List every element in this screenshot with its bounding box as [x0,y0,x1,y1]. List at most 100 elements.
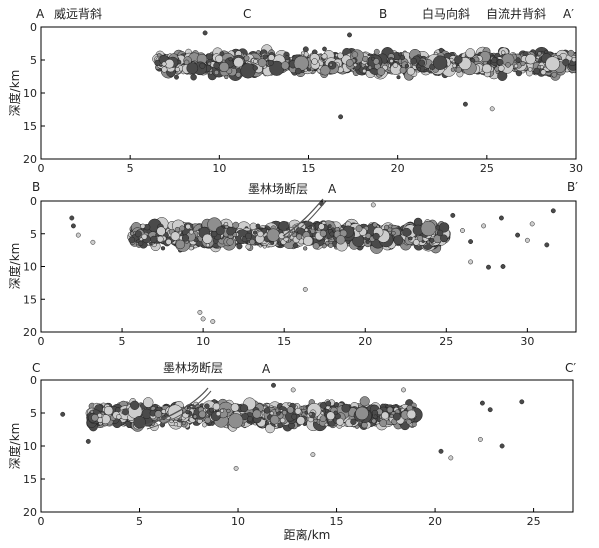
earthquake-dot [150,235,158,244]
y-tick-label: 5 [30,54,37,67]
earthquake-dot [391,231,396,236]
earthquake-dot-outlier [202,422,207,428]
earthquake-dot [205,243,210,248]
y-tick-label: 10 [23,440,37,453]
earthquake-dot [230,403,240,412]
earthquake-dot [319,415,327,423]
earthquake-dot [379,419,388,427]
y-tick-label: 10 [23,261,37,274]
x-tick-label: 25 [439,335,453,348]
earthquake-dot-outlier [498,215,504,221]
earthquake-dot [389,58,394,64]
earthquake-dot [226,238,234,246]
earthquake-dot [505,62,511,68]
earthquake-dot [215,226,225,236]
earthquake-dot [319,229,327,237]
earthquake-dot [341,403,351,413]
earthquake-dot-outlier [174,74,179,80]
earthquake-dot [370,56,375,61]
earthquake-dot [361,421,368,429]
earthquake-dot [199,62,206,69]
earthquake-dot [175,239,186,250]
earthquake-dot [404,63,410,69]
earthquake-dot [156,235,164,243]
earthquake-dot [418,59,426,67]
earthquake-dot-outlier [519,399,525,405]
profile-panel-a: A 威远背斜 C B 白马向斜 自流井背斜 A′ 深度/km 0 5 10 15 20 2… [7,6,583,175]
earthquake-dot [525,53,536,65]
panel-a-annotation-baima: 白马向斜 [422,6,470,21]
earthquake-dot [282,410,288,416]
earthquake-dot [211,230,218,238]
earthquake-dot-outlier [448,455,454,461]
earthquake-dot [142,397,154,408]
earthquake-dot [482,63,492,74]
y-tick-label: 15 [23,120,37,133]
x-tick-label: 0 [38,335,45,348]
earthquake-dot [149,241,153,246]
earthquake-dot-outlier [210,319,216,324]
earthquake-dot [372,58,380,65]
earthquake-dot-outlier [90,239,96,245]
earthquake-dot [265,421,270,426]
earthquake-dot [406,409,417,420]
earthquake-dot [278,232,285,240]
earthquake-dot [275,408,280,413]
earthquake-dot [308,225,313,230]
x-tick-label: 25 [527,515,541,528]
earthquake-dot [207,61,212,66]
earthquake-dot-outlier [499,443,505,449]
earthquake-dot-outlier [161,61,167,67]
earthquake-dot [396,75,401,80]
x-tick-label: 15 [277,335,291,348]
panel-c-end-label-c-prime: C′ [565,361,576,375]
earthquake-dot [240,63,256,79]
earthquake-dot-outlier [438,448,444,454]
earthquake-dot [392,412,401,421]
earthquake-dot-outlier [462,101,468,107]
earthquake-dot [303,235,314,246]
earthquake-dot [91,414,99,422]
earthquake-dot [141,233,148,240]
x-tick-label: 0 [38,162,45,175]
earthquake-dot [465,48,476,58]
earthquake-dot [496,59,504,66]
earthquake-dot [491,57,498,64]
earthquake-dot [270,241,275,245]
earthquake-dot [204,403,210,409]
earthquake-dot-outlier [347,32,352,38]
earthquake-dot [228,413,244,429]
earthquake-dot [128,236,136,244]
earthquake-dot-outlier [477,436,483,442]
earthquake-dot [219,51,225,57]
earthquake-dot-outlier [302,286,308,292]
x-tick-label: 15 [302,162,316,175]
earthquake-dot-outlier [70,223,76,229]
earthquake-dot [138,240,144,247]
earthquake-dot [116,414,122,420]
earthquake-dot [455,66,462,73]
earthquake-dot [122,408,129,416]
earthquake-dot [376,67,386,76]
earthquake-dot [240,404,249,413]
earthquake-dot [175,67,180,72]
earthquake-dot [336,235,346,245]
earthquake-dot [170,231,180,241]
panel-c-y-axis-label: 深度/km [7,423,22,470]
earthquake-dot-outlier [450,212,456,218]
earthquake-dot [513,63,519,69]
earthquake-dot [318,223,325,230]
earthquake-dot [392,62,399,69]
earthquake-dot [220,408,225,413]
earthquake-dot [329,231,335,237]
earthquake-dot [454,55,463,64]
earthquake-dot [310,228,316,234]
earthquake-dot [210,421,215,426]
earthquake-dot [140,223,146,229]
x-tick-label: 5 [136,515,143,528]
earthquake-dot [245,232,252,240]
